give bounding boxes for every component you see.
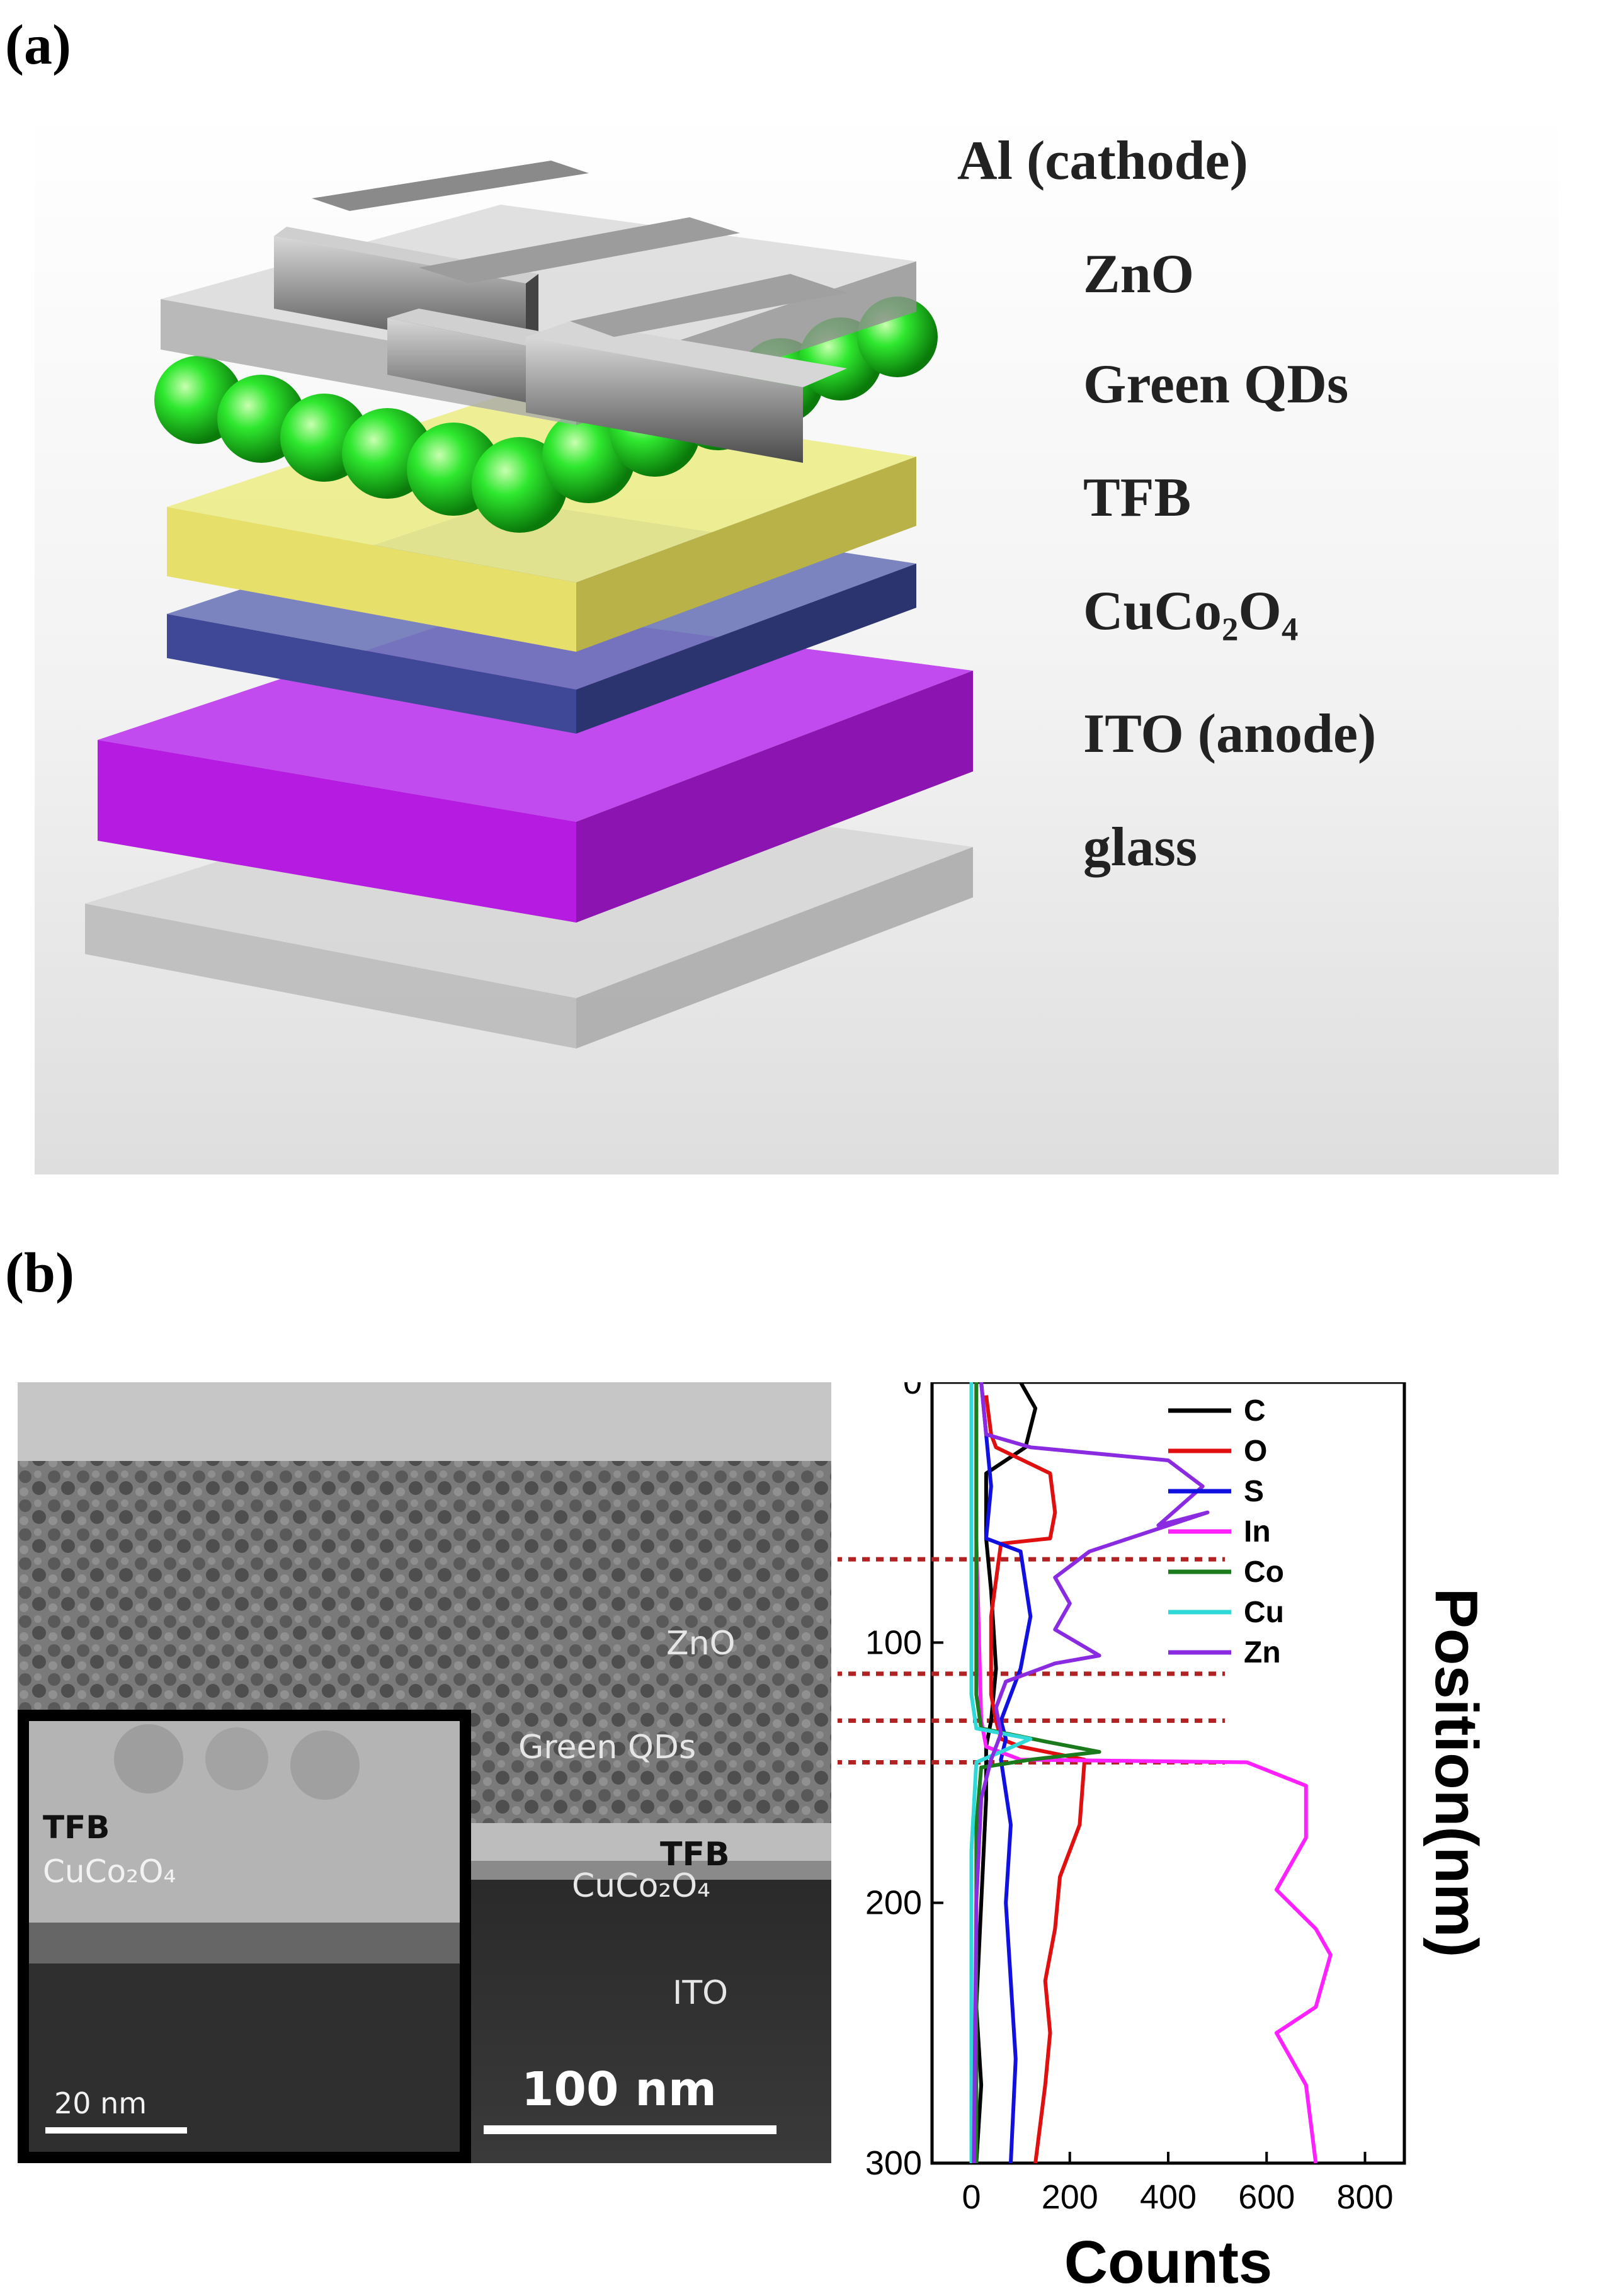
panel-a-label: (a) [5, 14, 71, 76]
y-tick-label: 300 [865, 2144, 922, 2182]
layer-label-cuco: CuCo₂O₄ [1083, 581, 1299, 642]
series-line-s [979, 1382, 1033, 2164]
device-stack-render [85, 161, 973, 1049]
scale-bar-20nm [45, 2127, 187, 2134]
x-axis-label: Counts [1064, 2229, 1273, 2296]
legend-label-s: S [1244, 1475, 1264, 1508]
tem-inset-zoom: TFB CuCo₂O₄ 20 nm [18, 1710, 471, 2163]
series-line-o [984, 1395, 1087, 2164]
layer-label-qds: Green QDs [1083, 354, 1349, 415]
layer-label-al: Al (cathode) [957, 130, 1248, 191]
x-tick-label: 0 [962, 2178, 981, 2216]
series-line-cu [969, 1382, 1033, 2163]
layer-label-ito: ITO (anode) [1083, 703, 1377, 764]
eds-line-profile-chart: 0 200 400 600 800 0 100 200 300 COS In Co Cu Zn Counts… [838, 1382, 1490, 2296]
x-tick-label: 800 [1336, 2178, 1393, 2216]
panel-b-label: (b) [5, 1242, 74, 1304]
y-axis-label: Position(nm) [1423, 1588, 1490, 1958]
legend-label-co: Co [1244, 1555, 1284, 1589]
inset-image-layers [29, 1721, 460, 2152]
tem-label-tfb: TFB [660, 1836, 730, 1873]
y-tick-label: 200 [865, 1884, 922, 1922]
device-structure-illustration: Al (cathode) ZnO Green QDs TFB CuCo₂O₄ I… [35, 110, 1559, 1174]
inset-label-cuco: CuCo₂O₄ [43, 1853, 176, 1890]
scale-bar-100nm [484, 2125, 776, 2134]
al-cathode-bars [274, 161, 847, 463]
layer-label-tfb: TFB [1083, 467, 1192, 528]
legend-label-in: In [1244, 1515, 1271, 1549]
tem-cross-section-image: ZnO Green QDs TFB CuCo₂O₄ ITO 100 nm TFB… [18, 1382, 831, 2163]
series-line-in [974, 1382, 1333, 2164]
legend-label-o: O [1244, 1435, 1267, 1468]
y-tick-label: 100 [865, 1623, 922, 1661]
legend-label-cu: Cu [1244, 1596, 1284, 1629]
series-line-zn [972, 1382, 1210, 2164]
tem-label-ito: ITO [673, 1974, 729, 2012]
layer-label-glass: glass [1083, 817, 1197, 878]
layer-label-zno: ZnO [1083, 244, 1195, 305]
y-tick-label: 0 [903, 1382, 922, 1401]
scale-bar-20nm-label: 20 nm [54, 2086, 147, 2120]
series-line-c [974, 1382, 1038, 2164]
tem-label-cuco: CuCo₂O₄ [572, 1867, 711, 1905]
legend-label-zn: Zn [1244, 1636, 1281, 1669]
tem-label-qds: Green QDs [518, 1729, 697, 1766]
scale-bar-100nm-label: 100 nm [521, 2062, 717, 2117]
tem-label-zno: ZnO [666, 1625, 736, 1662]
x-tick-label: 200 [1042, 2178, 1098, 2216]
series-line-co [974, 1382, 1101, 2163]
inset-label-tfb: TFB [43, 1809, 110, 1846]
legend-label-c: C [1244, 1394, 1266, 1428]
x-tick-label: 400 [1140, 2178, 1197, 2216]
x-tick-label: 600 [1238, 2178, 1295, 2216]
